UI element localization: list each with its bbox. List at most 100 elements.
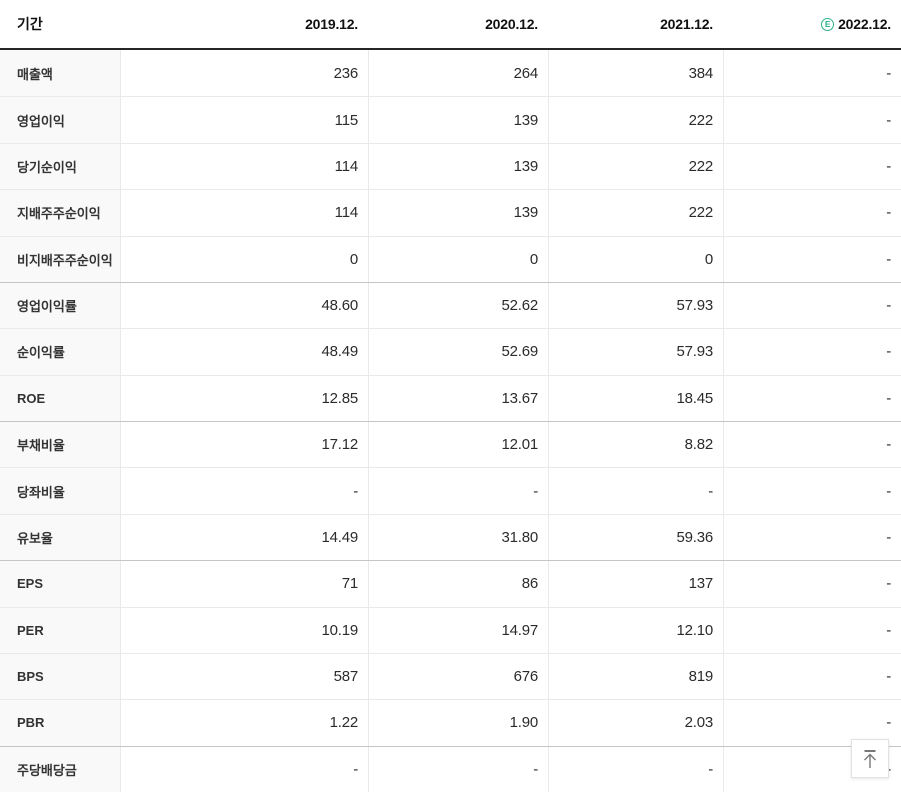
cell-value: - <box>120 468 368 514</box>
scroll-to-top-button[interactable] <box>851 739 889 778</box>
table-row: 매출액 236 264 384- <box>0 50 901 97</box>
cell-value: 137 <box>548 561 723 607</box>
cell-value: 139 <box>368 143 548 190</box>
table-row: EPS 71 86 137- <box>0 560 901 607</box>
cell-value: 12.85 <box>120 375 368 421</box>
cell-value: - <box>548 746 723 792</box>
cell-value: - <box>723 97 901 143</box>
table-body: 매출액 236 264 384- 영업이익 115 139 222- 당기순이익 114 139 22… <box>0 50 901 792</box>
row-label: 영업이익 <box>0 97 120 143</box>
cell-value: - <box>723 143 901 190</box>
column-header-2022-12-estimate: E 2022.12. <box>723 0 901 48</box>
table-row: 당좌비율 - - - - <box>0 467 901 514</box>
cell-value: - <box>120 746 368 792</box>
row-label: PER <box>0 607 120 653</box>
cell-value: 114 <box>120 143 368 190</box>
cell-value: 264 <box>368 50 548 97</box>
cell-value: 13.67 <box>368 375 548 421</box>
cell-value: - <box>723 50 901 97</box>
cell-value: 384 <box>548 50 723 97</box>
cell-value: 17.12 <box>120 422 368 468</box>
table-row: 순이익률 48.49 52.69 57.93- <box>0 328 901 375</box>
row-label: PBR <box>0 700 120 746</box>
cell-value: - <box>723 236 901 282</box>
cell-value: 0 <box>368 236 548 282</box>
cell-value: - <box>723 282 901 329</box>
table-row: 비지배주주순이익 0 0 0- <box>0 235 901 282</box>
row-label: 주당배당금 <box>0 746 120 792</box>
cell-value: 14.49 <box>120 514 368 561</box>
cell-value: 52.62 <box>368 282 548 329</box>
period-header: 기간 <box>0 0 120 48</box>
cell-value: - <box>723 329 901 375</box>
table-row: 영업이익 115 139 222- <box>0 96 901 143</box>
row-label: 지배주주순이익 <box>0 190 120 236</box>
table-row: PER 10.19 14.97 12.10- <box>0 606 901 653</box>
cell-value: 587 <box>120 653 368 700</box>
row-label: EPS <box>0 561 120 607</box>
arrow-up-to-top-icon <box>860 748 880 770</box>
cell-value: 31.80 <box>368 514 548 561</box>
cell-value: 57.93 <box>548 282 723 329</box>
cell-value: 0 <box>548 236 723 282</box>
table-row: 유보율 14.49 31.80 59.36- <box>0 513 901 561</box>
cell-value: 48.49 <box>120 329 368 375</box>
row-label: 유보율 <box>0 514 120 561</box>
cell-value: 1.90 <box>368 700 548 746</box>
cell-value: 12.01 <box>368 422 548 468</box>
cell-value: - <box>548 468 723 514</box>
cell-value: - <box>723 653 901 700</box>
cell-value: 236 <box>120 50 368 97</box>
cell-value: 59.36 <box>548 514 723 561</box>
cell-value: 139 <box>368 190 548 236</box>
cell-value: 139 <box>368 97 548 143</box>
cell-value: 14.97 <box>368 607 548 653</box>
column-header-2019-12: 2019.12. <box>305 16 358 32</box>
row-label: 영업이익률 <box>0 282 120 329</box>
cell-value: 2.03 <box>548 700 723 746</box>
cell-value: - <box>723 514 901 561</box>
row-label: 부채비율 <box>0 422 120 468</box>
cell-value: 12.10 <box>548 607 723 653</box>
table-row: 지배주주순이익 114 139 222- <box>0 189 901 236</box>
cell-value: 222 <box>548 143 723 190</box>
table-header-row: 기간 2019.12. 2020.12. 2021.12. E 2022.12. <box>0 0 901 50</box>
cell-value: - <box>368 746 548 792</box>
cell-value: - <box>723 700 901 746</box>
cell-value: 8.82 <box>548 422 723 468</box>
table-row: PBR 1.22 1.90 2.03- <box>0 699 901 746</box>
row-label: 당기순이익 <box>0 143 120 190</box>
cell-value: - <box>723 607 901 653</box>
cell-value: - <box>723 375 901 421</box>
cell-value: - <box>723 190 901 236</box>
cell-value: 115 <box>120 97 368 143</box>
cell-value: 48.60 <box>120 282 368 329</box>
row-label: 매출액 <box>0 50 120 97</box>
table-row: BPS 587 676 819- <box>0 652 901 700</box>
cell-value: 57.93 <box>548 329 723 375</box>
table-row: 영업이익률 48.60 52.62 57.93- <box>0 281 901 329</box>
row-label: 당좌비율 <box>0 468 120 514</box>
cell-value: - <box>368 468 548 514</box>
cell-value: 71 <box>120 561 368 607</box>
row-label: 순이익률 <box>0 329 120 375</box>
cell-value: 0 <box>120 236 368 282</box>
cell-value: - <box>723 468 901 514</box>
estimate-badge-icon: E <box>821 17 835 31</box>
column-header-2022-label: 2022.12. <box>838 16 891 32</box>
cell-value: 18.45 <box>548 375 723 421</box>
table-row: ROE 12.85 13.67 18.45- <box>0 374 901 421</box>
cell-value: 222 <box>548 190 723 236</box>
table-row: 부채비율 17.12 12.01 8.82- <box>0 421 901 468</box>
column-header-2021-12: 2021.12. <box>660 16 713 32</box>
cell-value: 222 <box>548 97 723 143</box>
cell-value: - <box>723 561 901 607</box>
cell-value: 819 <box>548 653 723 700</box>
column-header-2020-12: 2020.12. <box>485 16 538 32</box>
cell-value: 1.22 <box>120 700 368 746</box>
cell-value: 86 <box>368 561 548 607</box>
table-row: 주당배당금---- <box>0 745 901 792</box>
row-label: ROE <box>0 375 120 421</box>
row-label: 비지배주주순이익 <box>0 236 120 282</box>
